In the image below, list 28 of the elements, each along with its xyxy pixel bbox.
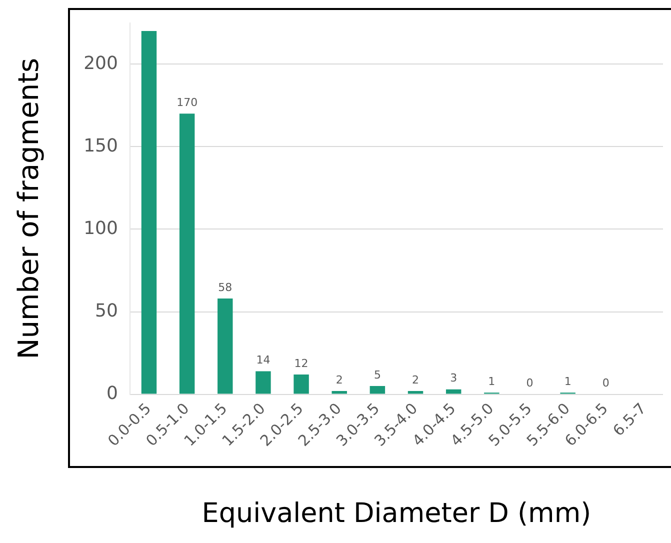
bar — [408, 391, 424, 394]
data-label: 1 — [488, 375, 496, 388]
y-axis-title: Number of fragments — [12, 58, 46, 360]
data-label: 14 — [256, 354, 270, 367]
bar — [179, 114, 195, 394]
data-label: 1 — [564, 375, 572, 388]
bar — [294, 374, 309, 394]
y-tick-label: 150 — [84, 135, 118, 156]
y-tick-label: 200 — [84, 52, 118, 74]
data-label: 0 — [602, 376, 610, 390]
y-tick-label: 50 — [95, 300, 118, 322]
x-axis-title: Equivalent Diameter D (mm) — [202, 498, 592, 529]
data-label: 58 — [218, 280, 232, 294]
bar — [446, 389, 462, 394]
data-label: 2 — [336, 373, 343, 386]
data-label: 2 — [412, 373, 420, 386]
bar — [256, 371, 271, 394]
bar — [370, 386, 386, 394]
bar — [218, 298, 233, 394]
data-label: 12 — [294, 356, 308, 370]
bar — [332, 391, 347, 394]
data-label: 3 — [450, 372, 458, 385]
y-tick-label: 0 — [106, 382, 118, 404]
y-tick-label: 100 — [84, 218, 118, 239]
data-label: 0 — [526, 376, 534, 390]
bar — [141, 31, 157, 394]
data-label: 5 — [374, 368, 381, 382]
data-label: 170 — [176, 96, 198, 109]
